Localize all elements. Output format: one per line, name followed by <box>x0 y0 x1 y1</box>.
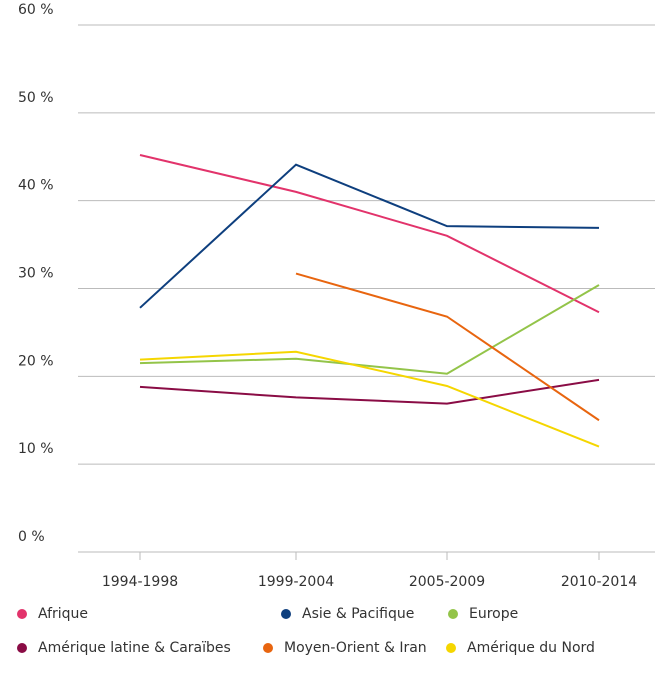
x-tick-label: 1999-2004 <box>258 574 334 590</box>
x-tick-label: 1994-1998 <box>102 574 178 590</box>
series-line <box>139 284 600 375</box>
x-tick-label: 2005-2009 <box>409 574 485 590</box>
legend-label: Europe <box>469 606 518 622</box>
y-tick-label: 40 % <box>18 178 54 194</box>
legend-label: Afrique <box>38 606 88 622</box>
legend-label: Asie & Pacifique <box>302 606 414 622</box>
y-tick-label: 20 % <box>18 353 54 369</box>
legend-dot <box>446 643 456 653</box>
x-tick-label: 2010-2014 <box>561 574 637 590</box>
series-line <box>139 163 600 309</box>
legend-dot <box>17 643 27 653</box>
series-line <box>295 272 600 422</box>
y-tick-label: 30 % <box>18 266 54 282</box>
y-tick-label: 0 % <box>18 529 45 545</box>
legend-dot <box>281 609 291 619</box>
y-tick-label: 60 % <box>18 2 54 18</box>
legend-label: Amérique du Nord <box>467 640 595 656</box>
legend-label: Amérique latine & Caraïbes <box>38 640 231 656</box>
legend-dot <box>448 609 458 619</box>
legend-dot <box>263 643 273 653</box>
series-line <box>139 378 600 405</box>
y-tick-label: 10 % <box>18 441 54 457</box>
legend-dot <box>17 609 27 619</box>
legend-label: Moyen-Orient & Iran <box>284 640 427 656</box>
y-tick-label: 50 % <box>18 90 54 106</box>
series-line <box>139 154 600 314</box>
series-line <box>139 350 600 448</box>
